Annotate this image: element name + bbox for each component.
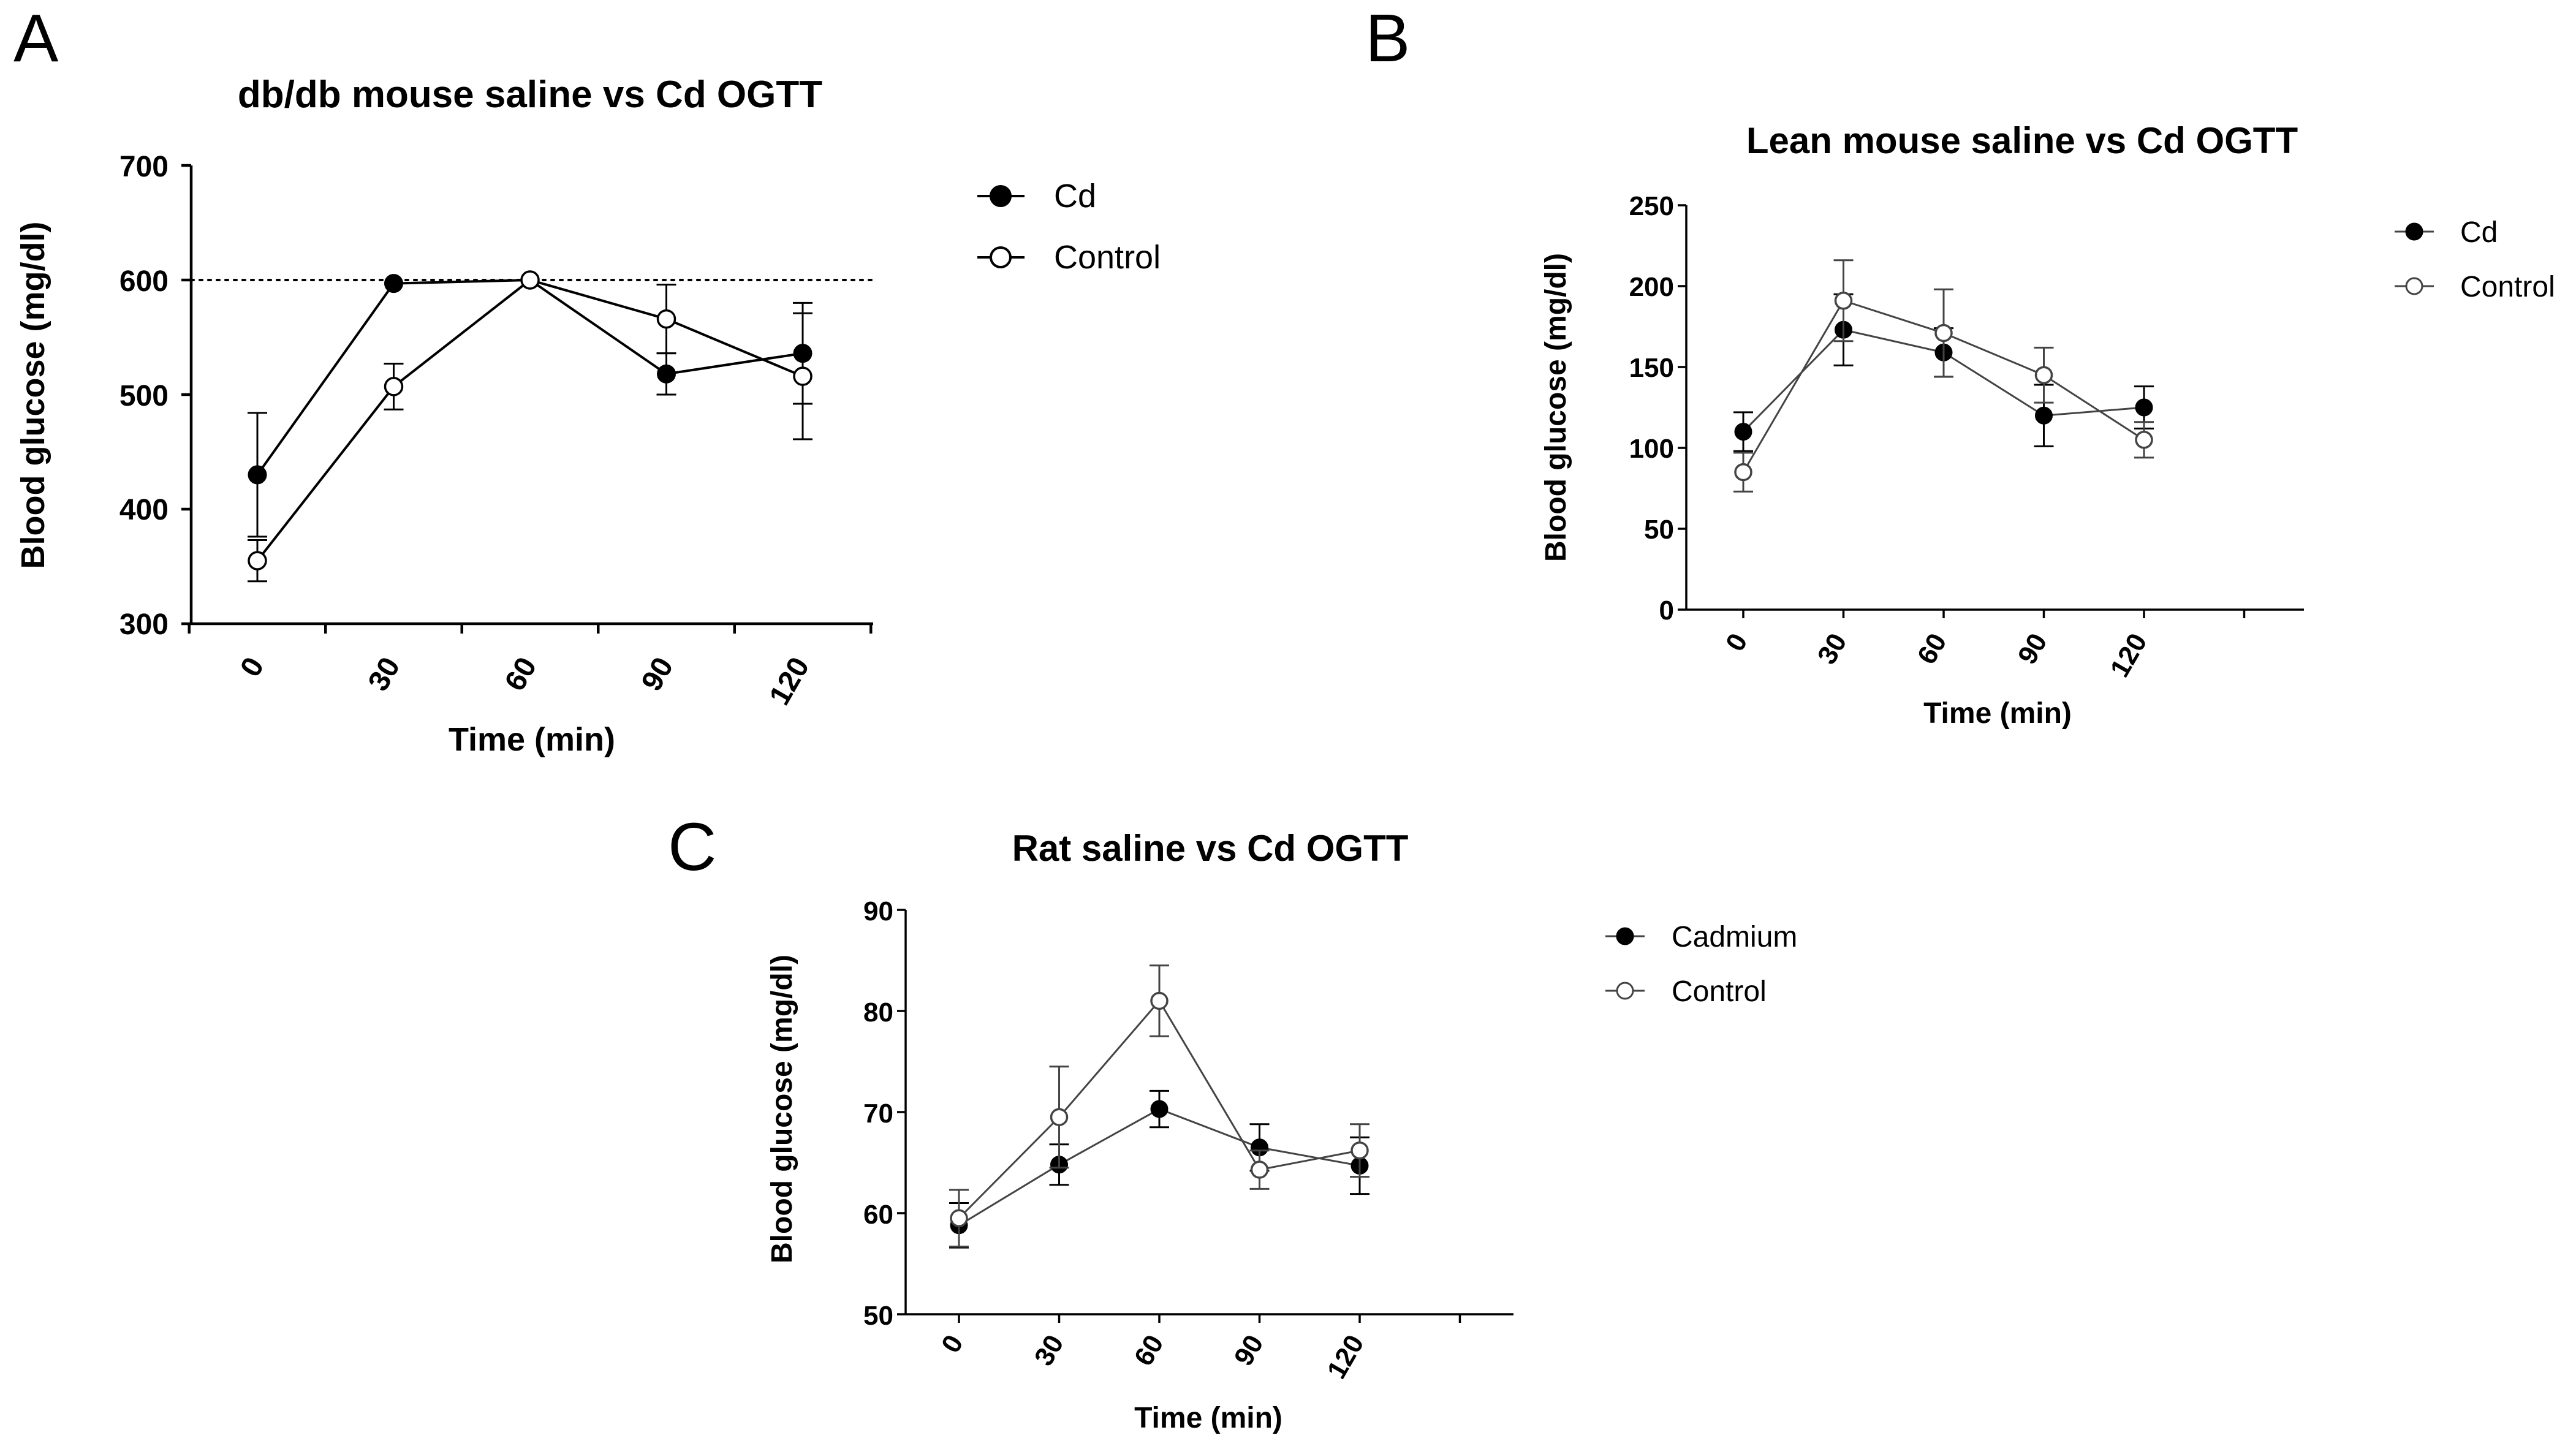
data-point-cd bbox=[248, 465, 267, 485]
x-tick-label: 60 bbox=[499, 652, 544, 697]
chart-title: db/db mouse saline vs Cd OGTT bbox=[238, 74, 822, 116]
y-tick-label: 80 bbox=[863, 997, 893, 1028]
plot-area bbox=[1678, 204, 2304, 618]
legend-label: Cd bbox=[2460, 216, 2498, 249]
x-tick-label: 90 bbox=[2012, 629, 2053, 670]
data-point-cd bbox=[2135, 398, 2153, 417]
y-tick-label: 200 bbox=[1629, 272, 1674, 302]
x-tick-label: 0 bbox=[936, 1330, 969, 1358]
y-tick-label: 100 bbox=[1629, 434, 1674, 464]
plot-area bbox=[897, 909, 1513, 1323]
data-point-control bbox=[384, 377, 404, 396]
legend-marker-filled bbox=[2405, 222, 2423, 241]
data-point-control bbox=[1934, 324, 1953, 343]
y-tick-label: 500 bbox=[119, 380, 169, 412]
x-tick-labels: 0 30 60 90 120 bbox=[936, 1330, 1370, 1384]
y-tick-label: 600 bbox=[119, 265, 169, 298]
y-tick-label: 0 bbox=[1659, 596, 1674, 626]
x-axis-label: Time (min) bbox=[1923, 697, 2072, 730]
legend: Cadmium Control bbox=[1605, 921, 1797, 1008]
y-tick-label: 50 bbox=[863, 1301, 893, 1331]
y-tick-labels: 250 200 150 100 50 0 bbox=[1629, 191, 1674, 626]
data-point-control bbox=[2135, 431, 2153, 449]
x-axis-label: Time (min) bbox=[1134, 1402, 1282, 1434]
x-axis-label: Time (min) bbox=[449, 721, 615, 758]
chart-title: Lean mouse saline vs Cd OGTT bbox=[1746, 120, 2298, 161]
y-tick-label: 90 bbox=[863, 896, 893, 926]
legend-marker-open bbox=[2405, 277, 2423, 295]
y-tick-label: 70 bbox=[863, 1099, 893, 1129]
y-tick-label: 700 bbox=[119, 151, 169, 183]
panel-letter-b: B bbox=[1365, 1, 1410, 76]
legend-marker-open bbox=[990, 246, 1012, 268]
y-tick-label: 400 bbox=[119, 494, 169, 526]
x-tick-label: 0 bbox=[1720, 629, 1754, 657]
x-tick-labels: 0 30 60 90 120 bbox=[234, 652, 816, 711]
data-point-cd bbox=[657, 364, 676, 384]
x-tick-label: 30 bbox=[362, 652, 407, 697]
panel-letter-a: A bbox=[13, 1, 59, 76]
legend-label: Control bbox=[2460, 271, 2555, 303]
panel-c: C Rat saline vs Cd OGTT Blood glucose (m… bbox=[668, 809, 1797, 1434]
legend: Cd Control bbox=[2395, 216, 2555, 303]
x-tick-label: 90 bbox=[1229, 1330, 1270, 1371]
series-line-control bbox=[256, 278, 803, 562]
data-point-control bbox=[793, 366, 813, 386]
data-point-control bbox=[656, 309, 676, 329]
legend-label: Cadmium bbox=[1672, 921, 1797, 953]
data-point-control bbox=[1050, 1108, 1069, 1126]
data-point-control bbox=[248, 551, 267, 570]
x-tick-label: 120 bbox=[2105, 629, 2153, 683]
data-point-control bbox=[1150, 991, 1169, 1010]
data-point-cd bbox=[2035, 406, 2053, 425]
data-point-control bbox=[1351, 1141, 1369, 1160]
legend-label: Control bbox=[1054, 239, 1161, 276]
data-point-control bbox=[1834, 292, 1853, 310]
y-axis-label: Blood glucose (mg/dl) bbox=[15, 222, 51, 569]
y-axis-label: Blood glucose (mg/dl) bbox=[766, 955, 798, 1263]
legend-marker-filled bbox=[1616, 927, 1634, 945]
x-tick-label: 0 bbox=[234, 652, 270, 683]
data-point-cd bbox=[384, 274, 403, 293]
y-tick-label: 150 bbox=[1629, 353, 1674, 383]
x-tick-label: 60 bbox=[1912, 629, 1953, 670]
y-tick-label: 250 bbox=[1629, 191, 1674, 221]
panel-letter-c: C bbox=[668, 809, 716, 885]
legend-marker-open bbox=[1616, 982, 1634, 1000]
plot-area bbox=[181, 164, 874, 634]
x-tick-label: 120 bbox=[1322, 1330, 1370, 1384]
legend-label: Cd bbox=[1054, 178, 1096, 214]
y-tick-labels: 90 80 70 60 50 bbox=[863, 896, 893, 1331]
y-tick-labels: 700 600 500 400 300 bbox=[119, 151, 169, 641]
x-tick-label: 30 bbox=[1029, 1330, 1070, 1371]
data-point-control bbox=[950, 1209, 968, 1227]
panel-b: B Lean mouse saline vs Cd OGTT Blood glu… bbox=[1365, 1, 2555, 730]
data-point-control bbox=[2034, 366, 2053, 384]
data-point-control bbox=[520, 270, 540, 290]
x-tick-label: 90 bbox=[635, 652, 680, 697]
y-axis-label: Blood glucose (mg/dl) bbox=[1540, 253, 1572, 562]
y-tick-label: 50 bbox=[1644, 515, 1674, 545]
x-tick-label: 30 bbox=[1812, 629, 1853, 670]
y-tick-label: 60 bbox=[863, 1200, 893, 1230]
x-tick-label: 60 bbox=[1129, 1330, 1170, 1371]
chart-title: Rat saline vs Cd OGTT bbox=[1012, 828, 1409, 869]
legend: Cd Control bbox=[977, 178, 1161, 276]
x-tick-labels: 0 30 60 90 120 bbox=[1720, 629, 2153, 683]
x-tick-label: 120 bbox=[763, 652, 816, 711]
legend-marker-filled bbox=[990, 185, 1012, 207]
data-point-cd bbox=[1734, 423, 1752, 441]
data-point-control bbox=[1250, 1160, 1269, 1179]
data-point-control bbox=[1734, 463, 1752, 482]
panel-a: A db/db mouse saline vs Cd OGTT Blood gl… bbox=[13, 1, 1161, 758]
data-point-cadmium bbox=[1150, 1100, 1169, 1118]
series-line-cd bbox=[256, 278, 803, 476]
y-tick-label: 300 bbox=[119, 608, 169, 641]
legend-label: Control bbox=[1672, 975, 1767, 1008]
